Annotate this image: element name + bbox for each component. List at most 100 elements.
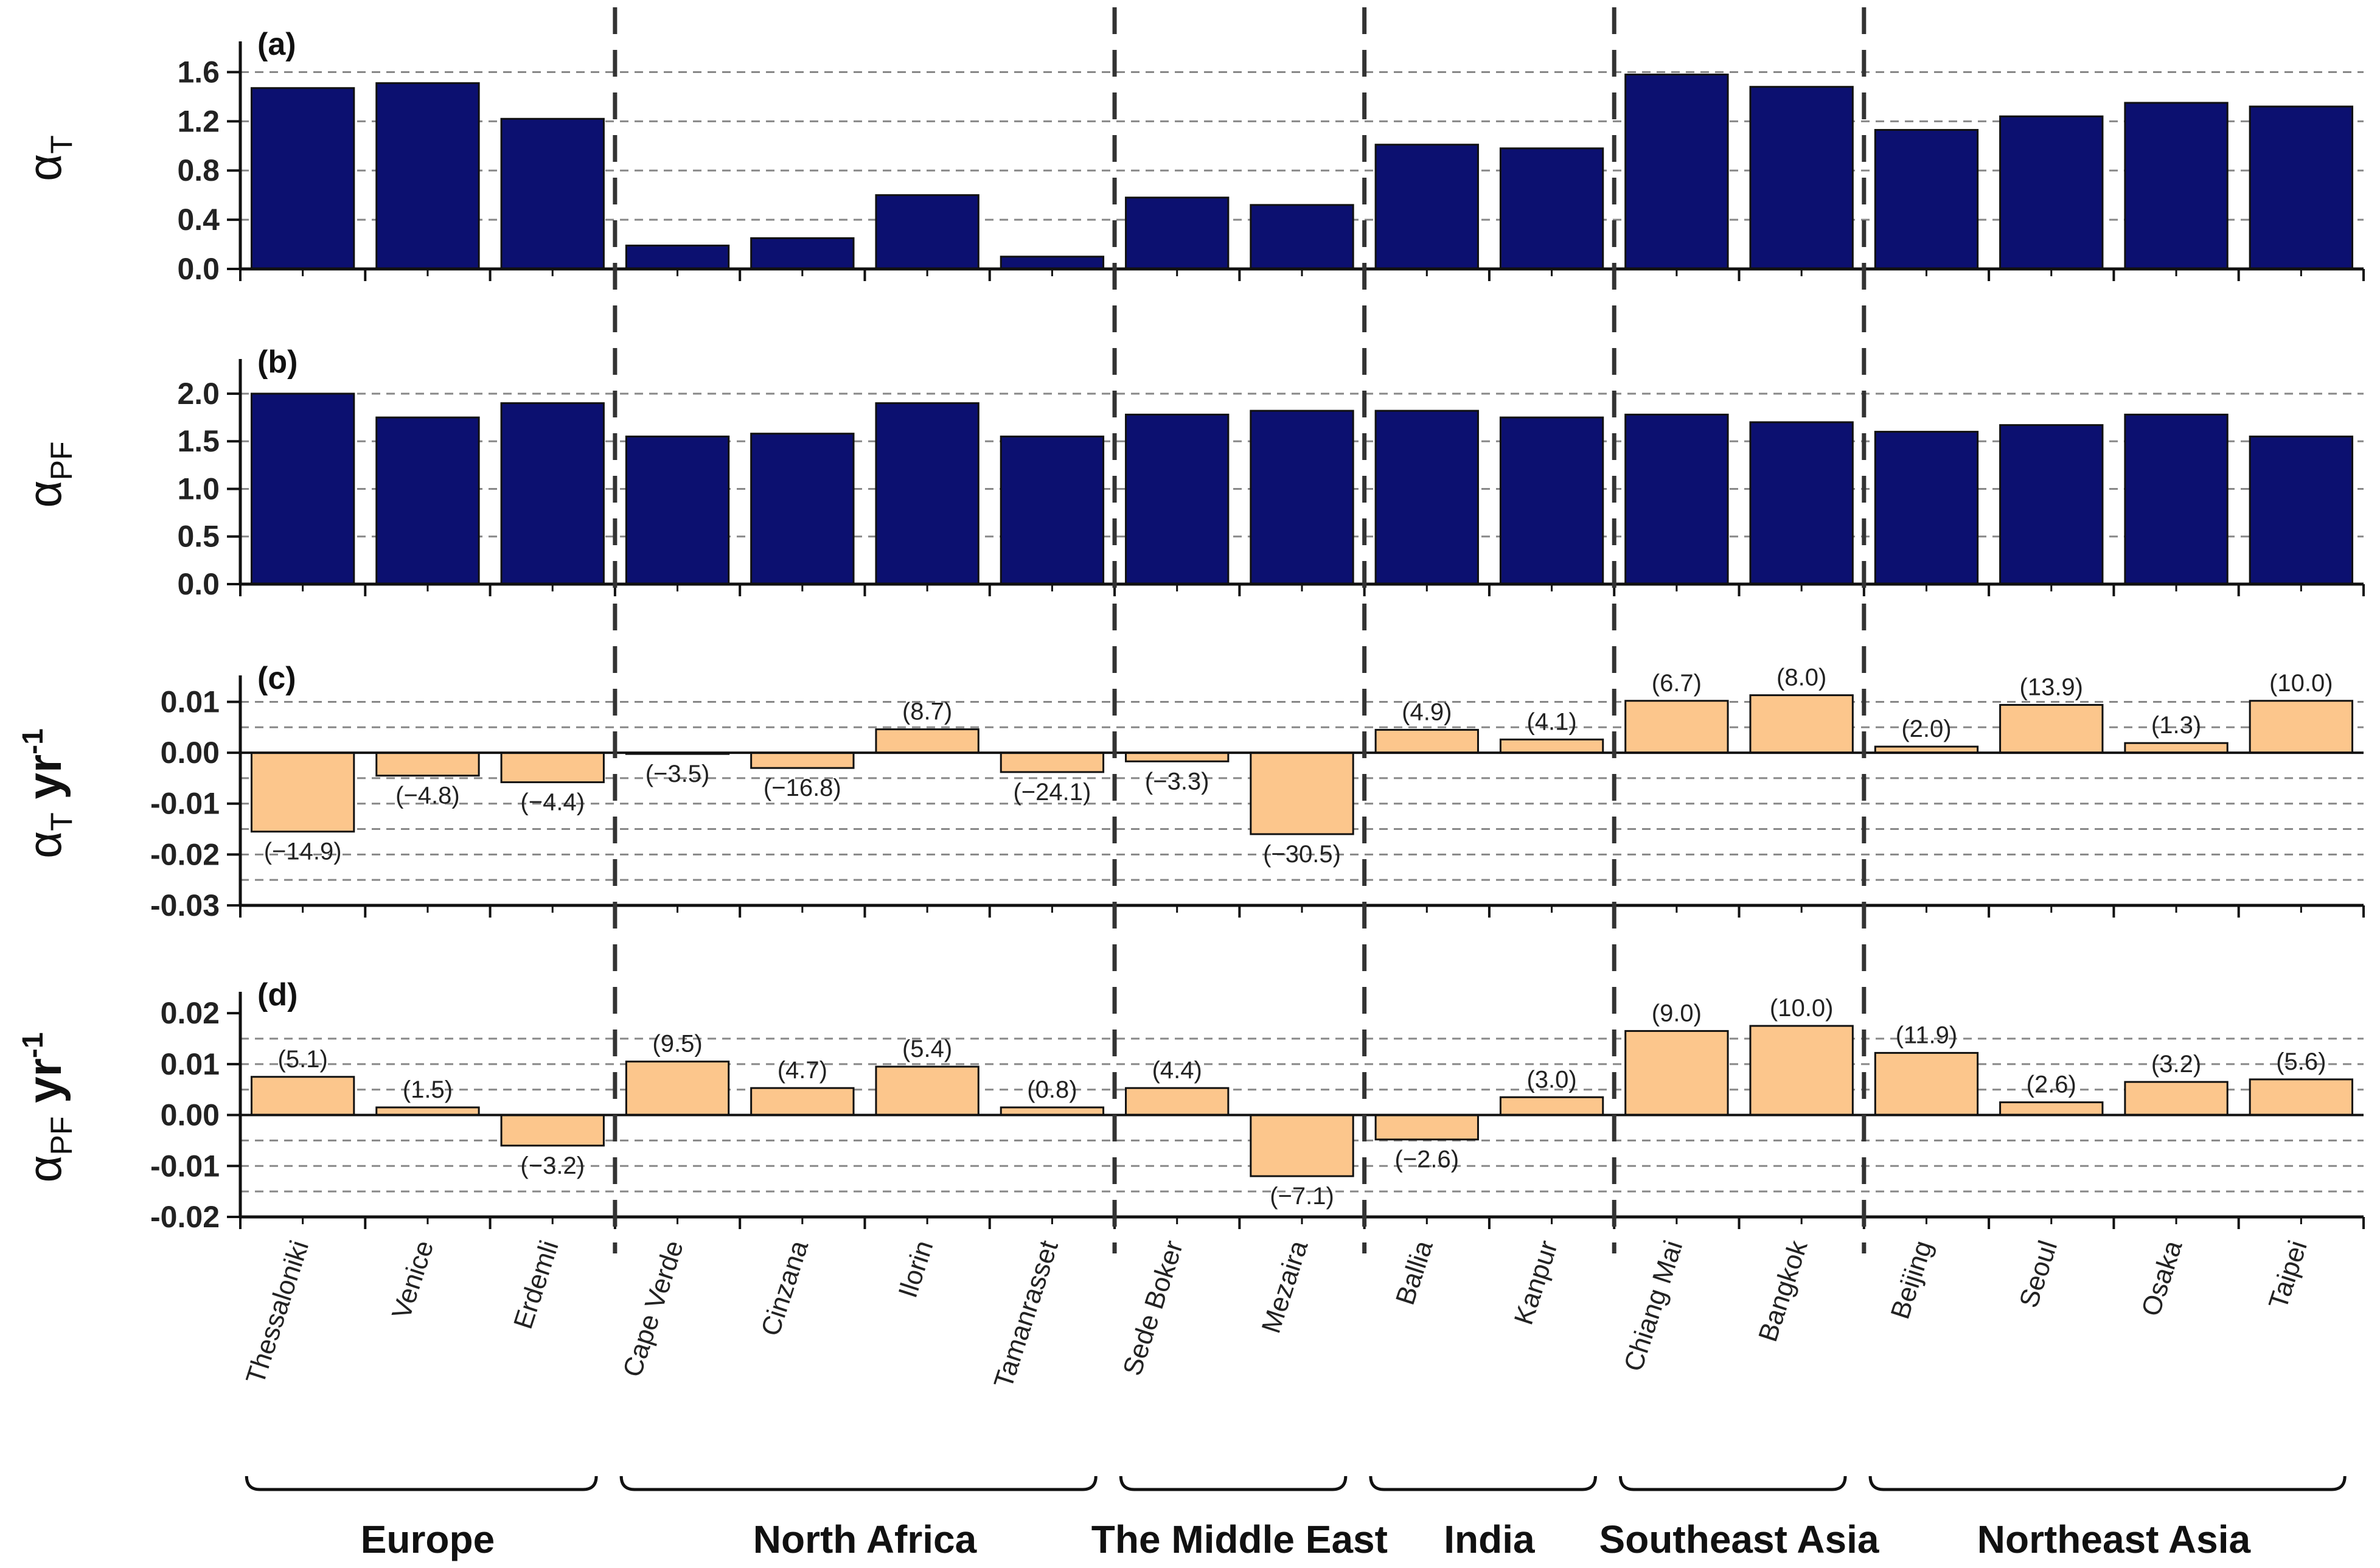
panel-a: 0.0 0.4 0.8 1.2 1.6 (a) αT	[18, 27, 2365, 286]
y-tick-label: 1.2	[177, 104, 220, 138]
bar-cinzana	[750, 237, 855, 270]
bar-tamanrasset	[1000, 256, 1105, 270]
bar-cape-verde	[625, 1061, 730, 1117]
bar-ilorin	[875, 1065, 979, 1117]
bar-venice	[375, 751, 480, 777]
panel-b: 0.0 0.5 1.0 1.5 2.0 (b) αPF	[18, 344, 2365, 601]
bar-sede-boker	[1125, 197, 1230, 270]
y-tick-label: 0.02	[161, 996, 220, 1030]
region-label: The Middle East	[1091, 1517, 1388, 1561]
bar-bangkok	[1749, 1025, 1854, 1117]
region-bracket	[1868, 1476, 2347, 1491]
category-label: Sede Boker	[1118, 1237, 1189, 1379]
bar-annotation: (6.7)	[1652, 670, 1702, 697]
bar-ballia	[1374, 728, 1479, 754]
bar-sede-boker	[1125, 751, 1230, 762]
bar-mezaira	[1250, 204, 1354, 270]
bar-annotation: (5.6)	[2276, 1048, 2326, 1075]
bar-annotation: (13.9)	[2020, 674, 2084, 700]
category-label: Thessaloniki	[240, 1237, 315, 1388]
y-tick-label: 0.01	[161, 685, 220, 719]
y-label-symbol: α	[18, 831, 71, 859]
bar-annotation: (5.1)	[278, 1046, 328, 1073]
bar-annotation: (−4.4)	[520, 789, 585, 816]
bar-mezaira	[1250, 751, 1354, 835]
bar-annotation: (−3.3)	[1145, 768, 1209, 795]
bar-erdemli	[500, 1114, 605, 1147]
bar-annotation: (−4.8)	[395, 782, 460, 809]
category-label: Tamanrasset	[988, 1237, 1063, 1392]
bar-erdemli	[500, 751, 605, 784]
bar-erdemli	[500, 117, 605, 270]
y-tick-label: -0.01	[150, 787, 220, 821]
bar-beijing	[1874, 431, 1979, 585]
bar-ilorin	[875, 194, 979, 270]
bar-chiang-mai	[1624, 1030, 1729, 1117]
bar-annotation: (8.0)	[1776, 664, 1826, 691]
y-tick-label: 0.5	[177, 520, 220, 554]
y-label-subscript: PF	[44, 442, 78, 481]
bar-kanpur	[1499, 416, 1604, 585]
bar-annotation: (4.9)	[1402, 699, 1452, 725]
region-label: North Africa	[753, 1517, 977, 1561]
bar-bangkok	[1749, 421, 1854, 585]
bar-seoul	[1999, 424, 2104, 585]
bar-annotation: (4.7)	[778, 1057, 827, 1084]
bar-taipei	[2249, 435, 2354, 585]
y-tick-label: 0.4	[177, 203, 220, 237]
bar-erdemli	[500, 402, 605, 585]
bar-thessaloniki	[250, 1076, 355, 1117]
bar-venice	[375, 82, 480, 270]
y-tick-label: 1.5	[177, 424, 220, 458]
bar-ilorin	[875, 728, 979, 754]
bar-annotation: (0.8)	[1027, 1076, 1077, 1103]
category-label: Kanpur	[1509, 1237, 1564, 1328]
bar-annotation: (10.0)	[1770, 995, 1834, 1022]
region-bracket	[245, 1476, 598, 1491]
bar-annotation: (−30.5)	[1263, 841, 1341, 868]
bar-annotation: (−14.9)	[264, 838, 342, 865]
bar-venice	[375, 416, 480, 585]
bar-cinzana	[750, 433, 855, 585]
bar-thessaloniki	[250, 751, 355, 833]
y-tick-label: -0.02	[150, 837, 220, 871]
bar-cinzana	[750, 1087, 855, 1117]
bar-annotation: (11.9)	[1896, 1022, 1958, 1048]
category-label: Cape Verde	[618, 1237, 689, 1381]
bar-osaka	[2124, 742, 2229, 754]
category-label: Osaka	[2136, 1236, 2188, 1320]
bar-cinzana	[750, 751, 855, 769]
bar-sede-boker	[1125, 1087, 1230, 1117]
bar-annotation: (−16.8)	[764, 775, 841, 801]
y-label-unit: yr	[18, 754, 71, 812]
category-label: Beijing	[1885, 1237, 1938, 1323]
y-tick-label: 0.0	[177, 252, 220, 286]
y-tick-label: 0.00	[161, 1098, 220, 1132]
bar-taipei	[2249, 1078, 2354, 1117]
bar-seoul	[1999, 703, 2104, 754]
bar-annotation: (−3.2)	[520, 1152, 585, 1179]
bar-sede-boker	[1125, 413, 1230, 585]
bar-tamanrasset	[1000, 751, 1105, 773]
y-tick-label: -0.02	[150, 1200, 220, 1234]
bar-annotation: (4.4)	[1152, 1057, 1202, 1084]
bar-annotation: (1.5)	[403, 1076, 453, 1103]
panel-tag: (b)	[257, 344, 298, 380]
bar-thessaloniki	[250, 392, 355, 585]
bar-ballia	[1374, 144, 1479, 270]
y-axis-label: αPF	[18, 442, 78, 508]
y-tick-label: 0.00	[161, 736, 220, 770]
bar-annotation: (2.0)	[1901, 716, 1951, 742]
y-tick-label: 0.8	[177, 153, 220, 187]
bar-chiang-mai	[1624, 700, 1729, 754]
bar-annotation: (9.0)	[1652, 1000, 1702, 1026]
y-axis-label: αT	[18, 135, 78, 181]
bar-ballia	[1374, 409, 1479, 585]
region-bracket	[1619, 1476, 1847, 1491]
region-bracket	[1369, 1476, 1597, 1491]
y-tick-label: -0.01	[150, 1149, 220, 1183]
bar-annotation: (4.1)	[1526, 708, 1576, 735]
bar-cape-verde	[625, 435, 730, 585]
panel-tag: (c)	[257, 661, 296, 696]
